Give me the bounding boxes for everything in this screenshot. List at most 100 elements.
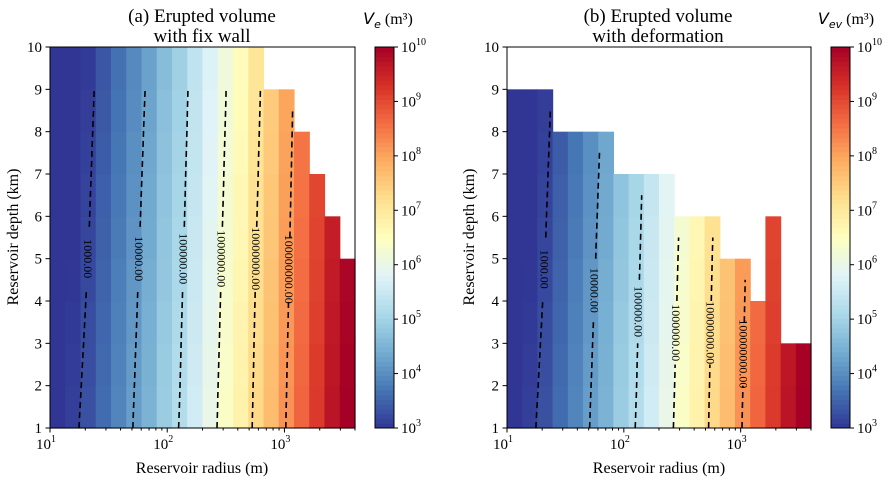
panel-b-colorbar-label: Vev (m³) [818, 9, 874, 31]
heatmap-cell [507, 131, 523, 175]
heatmap-cell [80, 174, 97, 217]
colorbar-tick-label: 107 [857, 200, 877, 219]
colorbar-segment [831, 304, 850, 310]
colorbar-segment [831, 423, 850, 429]
heatmap-cell [704, 343, 721, 387]
heatmap-cell [507, 216, 523, 260]
heatmap-cell [95, 131, 112, 175]
colorbar-segment [831, 399, 850, 405]
colorbar-segment [375, 342, 394, 348]
heatmap-cell [126, 258, 143, 302]
colorbar-segment [831, 80, 850, 86]
colorbar-segment [375, 218, 394, 224]
heatmap-cell [156, 343, 173, 387]
heatmap-cell [643, 216, 660, 260]
contour-line [78, 290, 88, 429]
heatmap-cell [187, 385, 204, 429]
colorbar-tick-label: 109 [401, 91, 421, 110]
heatmap-cell [141, 216, 158, 260]
colorbar-segment [375, 108, 394, 115]
colorbar-segment [831, 327, 850, 334]
heatmap-cell [217, 174, 234, 217]
contour-line [285, 300, 290, 429]
panel-a: (a) Erupted volume with fix wall 1000.00… [5, 6, 426, 477]
panel-b-title-line2: with deformation [592, 26, 724, 47]
heatmap-cell [537, 385, 554, 429]
heatmap-cell [172, 47, 188, 90]
heatmap-cell [187, 131, 204, 175]
colorbar-segment [375, 389, 394, 396]
heatmap-cell [659, 258, 675, 302]
panel-b-colorbar-label-sub: ev [829, 18, 843, 31]
colorbar-segment [831, 308, 850, 315]
heatmap-cell [659, 174, 675, 217]
colorbar-segment [831, 137, 850, 143]
heatmap-cell [294, 258, 310, 302]
colorbar-segment [831, 404, 850, 410]
heatmap-cell [187, 89, 204, 133]
heatmap-cell [719, 258, 736, 302]
colorbar-segment [375, 418, 394, 424]
colorbar-segment [375, 385, 394, 391]
colorbar-segment [831, 394, 850, 400]
colorbar-segment [831, 185, 850, 191]
heatmap-cell [50, 258, 66, 302]
heatmap-cell [780, 343, 797, 387]
colorbar-segment [375, 423, 394, 429]
heatmap-cell [187, 258, 204, 302]
heatmap-cell [141, 343, 158, 387]
x-tick-exponent: 1 [51, 434, 56, 445]
heatmap-cell [552, 216, 569, 260]
colorbar-segment [831, 408, 850, 415]
heatmap-cell [187, 343, 204, 387]
contour-line [88, 89, 95, 227]
heatmap-cell [735, 258, 751, 302]
colorbar-segment [831, 389, 850, 396]
panel-a-y-axis-label: Reservoir depth (km) [5, 169, 22, 306]
colorbar-segment [831, 208, 850, 215]
heatmap-cell [95, 301, 112, 344]
heatmap-cell [156, 301, 173, 344]
heatmap-cell [95, 258, 112, 302]
heatmap-cell [156, 216, 173, 260]
colorbar-segment [831, 280, 850, 286]
heatmap-cell [552, 131, 569, 175]
x-tick-exponent: 3 [742, 434, 747, 445]
heatmap-cell [217, 131, 234, 175]
heatmap-cell [248, 301, 265, 344]
heatmap-cell [65, 258, 82, 302]
heatmap-cell [537, 301, 554, 344]
colorbar-segment [831, 94, 850, 100]
heatmap-cell [202, 174, 219, 217]
colorbar-segment [831, 189, 850, 196]
colorbar-segment [375, 61, 394, 67]
contour-label: 10000.00 [588, 268, 602, 313]
heatmap-cell [248, 385, 265, 429]
heatmap-cell [202, 131, 219, 175]
heatmap-cell [522, 174, 538, 217]
colorbar-tick-exponent: 9 [872, 91, 877, 102]
x-tick-label: 103 [727, 434, 747, 453]
heatmap-cell [217, 258, 234, 302]
colorbar-segment [375, 185, 394, 191]
colorbar-tick-label: 106 [857, 255, 877, 274]
heatmap-cell [309, 385, 326, 429]
colorbar-segment [375, 56, 394, 62]
heatmap-cell [552, 385, 569, 429]
panel-a-contours: 1000.00 10000.00 100000.00 1000000.00 100000… [78, 89, 296, 429]
colorbar-segment [375, 75, 394, 81]
colorbar-tick-exponent: 6 [872, 255, 877, 266]
heatmap-cell [217, 89, 234, 133]
heatmap-cell [141, 385, 158, 429]
colorbar-segment [831, 366, 850, 372]
y-tick-label: 3 [35, 336, 43, 352]
heatmap-cell [339, 301, 356, 344]
heatmap-cell [628, 301, 645, 344]
panel-a-heatmap [50, 47, 356, 429]
contour-line [638, 195, 643, 280]
heatmap-cell [80, 131, 97, 175]
heatmap-cell [750, 385, 766, 429]
colorbar-segment [375, 394, 394, 400]
colorbar-segment [831, 275, 850, 281]
heatmap-cell [95, 343, 112, 387]
